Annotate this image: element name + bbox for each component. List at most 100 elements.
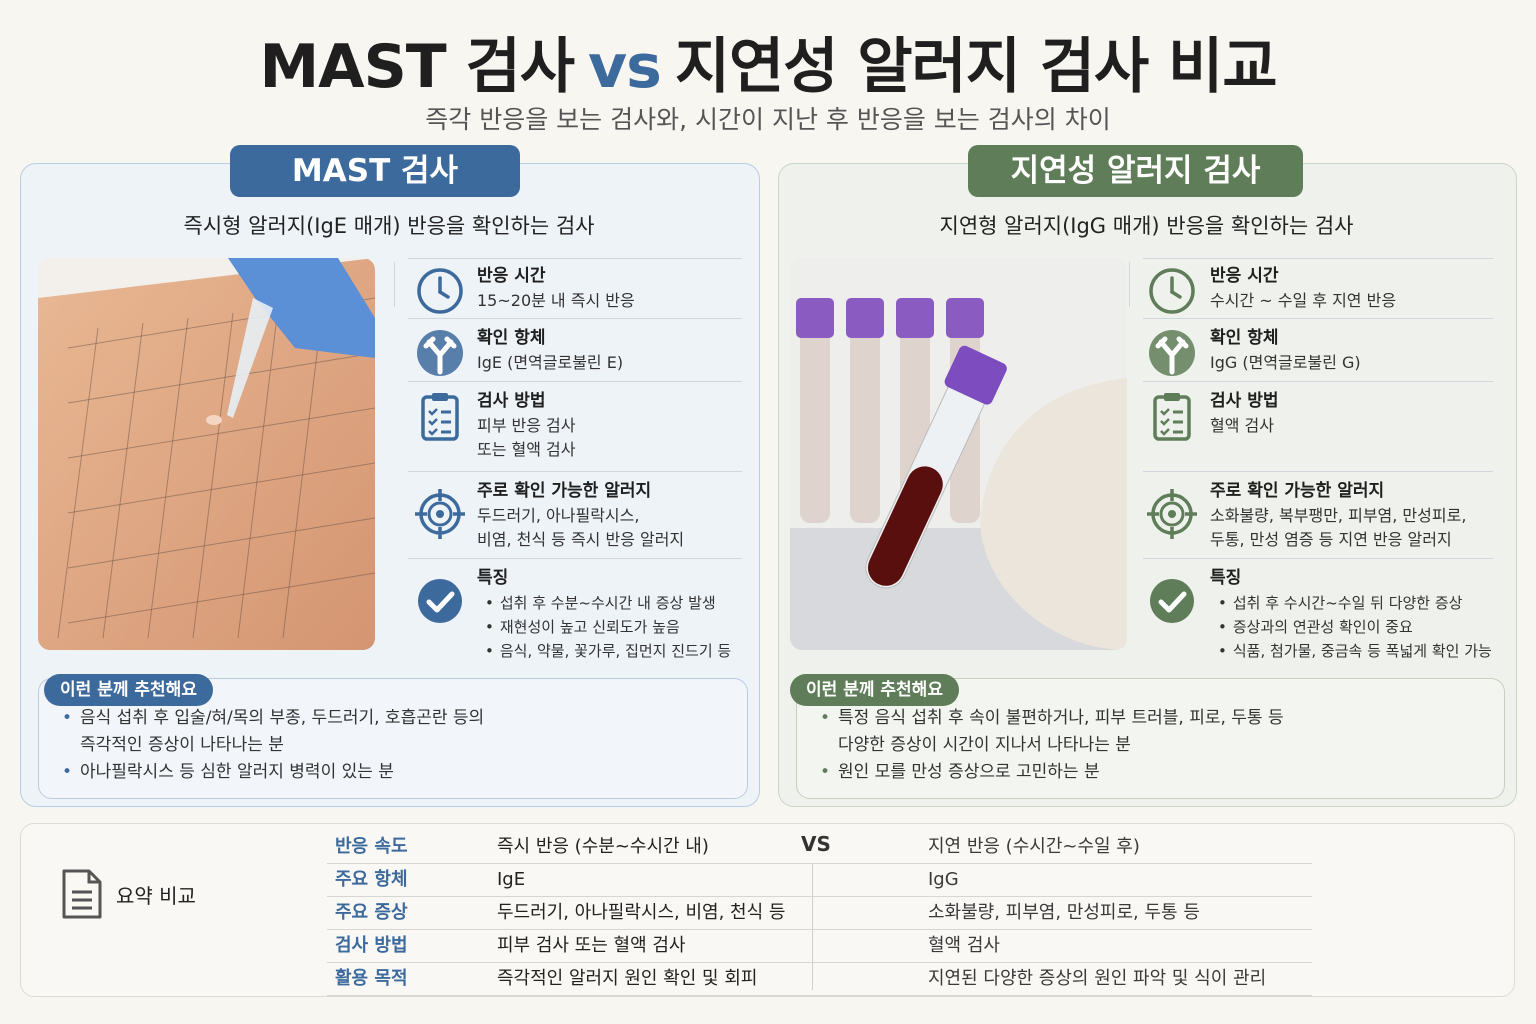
recommend-line: 즉각적인 증상이 나타나는 분	[62, 732, 484, 759]
row-separator	[408, 471, 742, 472]
item-icon-svg	[1149, 330, 1195, 376]
item-line: 15~20분 내 즉시 반응	[477, 291, 635, 310]
recommend-line: • 원인 모를 만성 증상으로 고민하는 분	[820, 759, 1284, 786]
summary-right: 혈액 검사	[928, 935, 1000, 956]
item-icon	[1147, 391, 1197, 445]
subtitle: 즉각 반응을 보는 검사와, 시간이 지난 후 반응을 보는 검사의 차이	[425, 105, 1111, 134]
item-label: 반응 시간	[1210, 266, 1279, 286]
summary-right: 지연 반응 (수시간~수일 후)	[928, 836, 1140, 857]
item-bullet: 증상과의 연관성 확인이 중요	[1222, 615, 1493, 639]
summary-right: 소화불량, 피부염, 만성피로, 두통 등	[928, 902, 1200, 923]
title-right: 지연성 알러지 검사 비교	[674, 32, 1278, 102]
bullet-dot: •	[820, 708, 831, 728]
item: 특징섭취 후 수시간~수일 뒤 다양한 증상증상과의 연관성 확인이 중요식품,…	[1210, 566, 1493, 663]
summary-row-line	[327, 929, 1312, 930]
item-line: 또는 혈액 검사	[477, 440, 576, 459]
item: 반응 시간 15~20분 내 즉시 반응	[477, 264, 742, 313]
item-line: 혈액 검사	[1210, 416, 1274, 435]
row-separator	[408, 381, 742, 382]
item-icon	[1147, 328, 1197, 382]
title-left: MAST 검사	[259, 32, 575, 102]
summary-label: 반응 속도	[335, 836, 408, 857]
title-vs: vs	[588, 32, 662, 102]
summary-left: 피부 검사 또는 혈액 검사	[497, 935, 686, 956]
item-label: 특징	[477, 568, 509, 588]
item-label: 특징	[1210, 568, 1242, 588]
item-label: 주로 확인 가능한 알러지	[1210, 481, 1385, 501]
item-line: IgG (면역글로불린 G)	[1210, 353, 1361, 372]
row-separator	[408, 558, 742, 559]
summary-label: 검사 방법	[335, 935, 408, 956]
summary-row-line	[327, 962, 1312, 963]
summary-vs: VS	[801, 832, 831, 856]
item-bullet: 섭취 후 수분~수시간 내 증상 발생	[489, 591, 742, 615]
column-divider	[394, 262, 395, 307]
item: 특징섭취 후 수분~수시간 내 증상 발생재현성이 높고 신뢰도가 높음음식, …	[477, 566, 742, 663]
column-divider	[1129, 262, 1130, 307]
bullet-dot: •	[62, 708, 73, 728]
summary-left: 두드러기, 아나필락시스, 비염, 천식 등	[497, 902, 786, 923]
item-label: 주로 확인 가능한 알러지	[477, 481, 652, 501]
panel-image	[790, 258, 1127, 650]
summary-left: 즉시 반응 (수분~수시간 내)	[497, 836, 709, 857]
recommend-badge: 이런 분께 추천해요	[44, 674, 213, 706]
summary-label: 주요 증상	[335, 902, 408, 923]
item-icon-svg	[417, 330, 463, 376]
panel-image-svg	[790, 258, 1127, 650]
item-line: 두드러기, 아나필락시스,	[477, 506, 640, 525]
summary-row-line	[327, 863, 1312, 864]
item-icon	[415, 489, 465, 543]
item-bullet: 음식, 약물, 꽃가루, 집먼지 진드기 등	[489, 639, 742, 663]
recommend-line: • 특정 음식 섭취 후 속이 불편하거나, 피부 트러블, 피로, 두통 등	[820, 705, 1284, 732]
summary-right: IgG	[928, 869, 959, 890]
item-label: 검사 방법	[1210, 391, 1279, 411]
item-icon-svg	[1147, 489, 1197, 539]
item-icon-svg	[1150, 579, 1194, 623]
item-line: 비염, 천식 등 즉시 반응 알러지	[477, 530, 685, 549]
item-line: 수시간 ~ 수일 후 지연 반응	[1210, 291, 1397, 310]
summary-left: 즉각적인 알러지 원인 확인 및 회피	[497, 968, 758, 989]
item-icon	[1147, 266, 1197, 320]
item-bullets: 섭취 후 수시간~수일 뒤 다양한 증상증상과의 연관성 확인이 중요식품, 첨…	[1210, 591, 1493, 663]
summary-row-line	[327, 896, 1312, 897]
recommend-list: • 음식 섭취 후 입술/혀/목의 부종, 두드러기, 호흡곤란 등의 즉각적인 증…	[62, 705, 484, 786]
item-icon-svg	[415, 489, 465, 539]
item-label: 반응 시간	[477, 266, 546, 286]
row-separator	[1143, 471, 1493, 472]
document-icon	[62, 869, 102, 919]
item-icon	[415, 391, 465, 445]
recommend-text: 아나필락시스 등 심한 알러지 병력이 있는 분	[80, 762, 394, 782]
item-icon	[1147, 576, 1197, 630]
item-line: 피부 반응 검사	[477, 416, 576, 435]
item-bullet: 섭취 후 수시간~수일 뒤 다양한 증상	[1222, 591, 1493, 615]
item-icon-svg	[417, 268, 463, 314]
panel-image-svg	[38, 258, 375, 650]
summary-label: 활용 목적	[335, 968, 408, 989]
recommend-line: 다양한 증상이 시간이 지나서 나타나는 분	[820, 732, 1284, 759]
item-icon	[1147, 489, 1197, 543]
item-icon-svg	[1149, 268, 1195, 314]
panel-image	[38, 258, 375, 650]
item-icon-svg	[418, 579, 462, 623]
panel-badge: MAST 검사	[230, 145, 520, 197]
item-line: 소화불량, 복부팽만, 피부염, 만성피로,	[1210, 506, 1467, 525]
item-label: 확인 항체	[1210, 328, 1279, 348]
item-line: 두통, 만성 염증 등 지연 반응 알러지	[1210, 530, 1452, 549]
item-line: IgE (면역글로불린 E)	[477, 353, 624, 372]
panel-description: 지연형 알러지(IgG 매개) 반응을 확인하는 검사	[939, 214, 1354, 238]
summary-divider	[812, 864, 813, 990]
item: 확인 항체 IgG (면역글로불린 G)	[1210, 326, 1493, 375]
recommend-list: • 특정 음식 섭취 후 속이 불편하거나, 피부 트러블, 피로, 두통 등 다양…	[820, 705, 1284, 786]
recommend-badge: 이런 분께 추천해요	[790, 674, 959, 706]
summary-row-line	[327, 995, 1312, 996]
item-icon	[415, 328, 465, 382]
summary-label: 주요 항체	[335, 869, 408, 890]
row-separator	[1143, 558, 1493, 559]
item-bullet: 재현성이 높고 신뢰도가 높음	[489, 615, 742, 639]
summary-left: IgE	[497, 869, 526, 890]
row-separator	[1143, 318, 1493, 319]
